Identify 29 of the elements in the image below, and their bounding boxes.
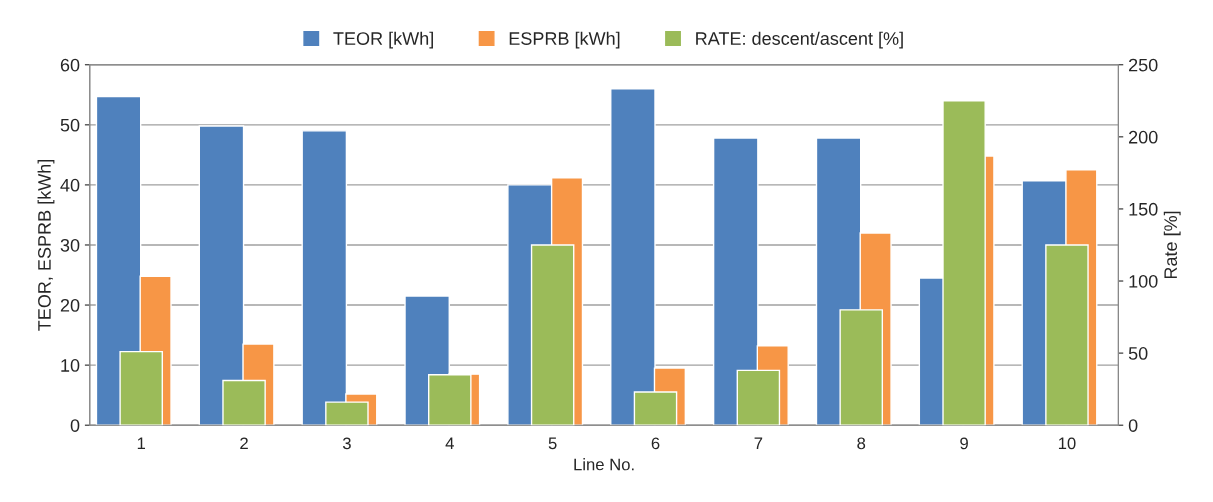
y2-tick-label: 150 [1129, 202, 1158, 216]
x-tick-label: 6 [651, 437, 660, 450]
y2-tick-label: 250 [1129, 58, 1158, 72]
y2-tick-label: 0 [1128, 419, 1138, 432]
x-tick-label: 1 [137, 437, 146, 450]
x-tick-label: 7 [754, 437, 763, 450]
y-tick-label: 60 [60, 58, 80, 72]
y-tick-label: 10 [61, 359, 80, 372]
legend-label: ESPRB [kWh] [509, 31, 620, 49]
y-tick-label: 20 [60, 298, 80, 312]
y2-tick-label: 100 [1129, 274, 1158, 288]
legend-label: RATE: descent/ascent [%] [696, 31, 903, 49]
x-tick-label: 2 [240, 437, 248, 450]
y-tick-label: 0 [70, 419, 80, 432]
x-tick-label: 8 [857, 437, 866, 450]
y2-tick-label: 200 [1129, 130, 1158, 144]
y-tick-label: 40 [60, 178, 80, 192]
y2-tick-label: 50 [1128, 347, 1148, 360]
x-tick-label: 10 [1058, 437, 1076, 450]
x-tick-label: 3 [342, 437, 351, 450]
x-axis-title: Line No. [574, 458, 634, 471]
x-tick-label: 5 [548, 437, 557, 450]
y-axis-title: TEOR, ESPRB [kWh] [37, 159, 55, 331]
y-tick-label: 30 [60, 238, 80, 252]
x-tick-label: 9 [960, 437, 968, 450]
y-tick-label: 50 [60, 118, 80, 132]
y2-axis-title: Rate [%] [1163, 211, 1181, 279]
x-tick-label: 4 [445, 437, 454, 450]
legend-label: TEOR [kWh] [333, 31, 433, 49]
